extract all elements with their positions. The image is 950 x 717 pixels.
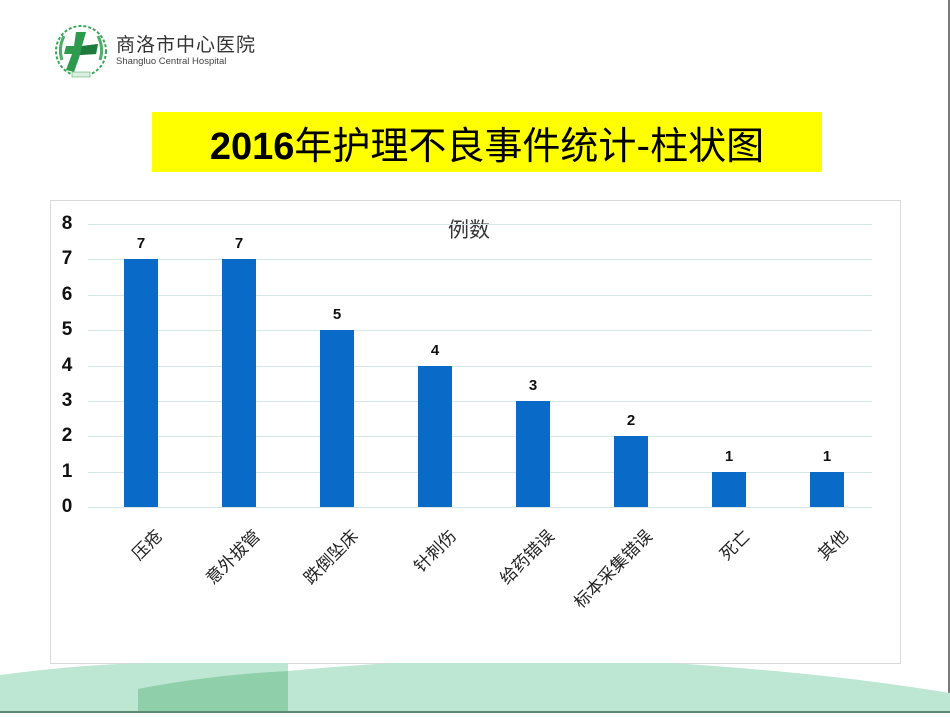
bar-data-label: 7 <box>136 235 146 253</box>
plot-area: 7 7 5 4 3 2 1 1 <box>88 224 872 508</box>
hospital-name-en: Shangluo Central Hospital <box>116 56 227 67</box>
bar <box>810 471 844 507</box>
gridline <box>88 400 872 402</box>
slide-title: 2016年护理不良事件统计-柱状图 <box>152 112 822 172</box>
gridline <box>88 436 872 438</box>
bar <box>222 259 256 507</box>
hospital-cross-wreath-icon <box>52 22 110 80</box>
bar-data-label: 7 <box>234 235 244 253</box>
bar-data-label: 4 <box>430 341 440 359</box>
gridline <box>88 507 872 508</box>
bar <box>516 400 550 507</box>
bar <box>418 365 452 507</box>
slide-bottom-border <box>0 711 950 713</box>
y-tick-label: 8 <box>61 213 73 234</box>
y-tick-label: 4 <box>61 354 73 376</box>
bar-data-label: 5 <box>332 306 342 324</box>
gridline <box>88 365 872 367</box>
title-text: 年护理不良事件统计-柱状图 <box>294 123 765 168</box>
y-tick-label: 6 <box>61 283 73 305</box>
gridline <box>88 294 872 296</box>
bar <box>320 330 354 507</box>
hospital-logo: 商洛市中心医院 Shangluo Central Hospital <box>52 22 256 80</box>
chart-series-title: 例数 <box>448 218 490 242</box>
y-tick-label: 3 <box>61 389 73 411</box>
gridline <box>88 330 872 332</box>
y-tick-label: 7 <box>61 248 73 270</box>
bar-data-label: 1 <box>724 447 734 465</box>
chart-frame <box>50 200 901 664</box>
bar <box>614 436 648 507</box>
y-tick-label: 2 <box>61 425 73 447</box>
bar-data-label: 1 <box>822 447 832 465</box>
bar <box>712 471 746 507</box>
gridline <box>88 471 872 473</box>
y-tick-label: 0 <box>61 496 73 517</box>
bar <box>124 259 158 507</box>
gridline <box>88 259 872 261</box>
title-year: 2016 <box>209 125 295 168</box>
bar-data-label: 2 <box>626 412 636 430</box>
gridline <box>88 224 872 225</box>
y-tick-label: 5 <box>61 319 73 341</box>
decorative-footer-waves <box>0 658 950 713</box>
bar-data-label: 3 <box>528 376 538 394</box>
y-tick-label: 1 <box>61 460 73 482</box>
hospital-name-cn: 商洛市中心医院 <box>116 34 257 56</box>
slide-right-border <box>948 0 950 713</box>
